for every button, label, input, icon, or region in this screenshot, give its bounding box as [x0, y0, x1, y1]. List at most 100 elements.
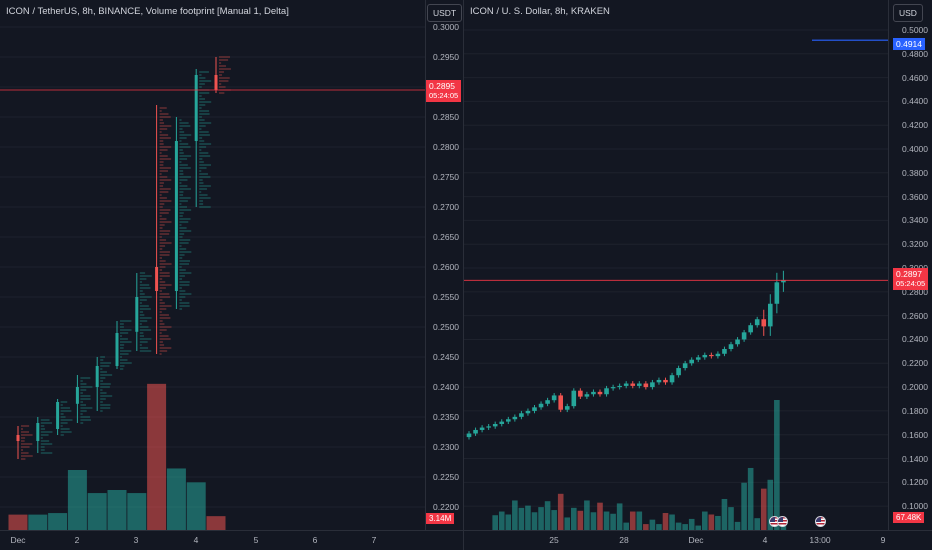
us-flag-icon[interactable]: [777, 516, 788, 527]
y-tick-label: 0.2300: [433, 442, 459, 452]
right-plot-area[interactable]: [464, 0, 888, 530]
x-tick-label: Dec: [688, 535, 704, 545]
candle-body: [604, 388, 609, 395]
volume-bar: [590, 512, 597, 530]
left-candlestick-chart: [0, 26, 425, 530]
candle-body: [709, 354, 714, 357]
left-time-axis[interactable]: Dec 2 3 4 5 6 7: [0, 530, 463, 550]
candle-body: [768, 303, 773, 327]
y-tick-label: 0.2250: [433, 472, 459, 482]
y-tick-label: 0.3000: [433, 22, 459, 32]
y-tick-label: 0.4400: [902, 96, 928, 107]
right-last-price-tag: 0.2897 05:24:05: [893, 268, 929, 290]
candle-body: [695, 357, 701, 360]
volume-bar: [538, 507, 544, 530]
left-currency-button[interactable]: USDT: [427, 4, 463, 22]
x-tick-label: 2: [74, 535, 80, 545]
x-tick-label: 5: [253, 535, 259, 545]
volume-bar: [636, 511, 643, 530]
candle-body: [564, 406, 570, 410]
candle-body: [492, 424, 498, 427]
right-price-axis[interactable]: 0.5000 0.4800 0.4600 0.4400 0.4200 0.4000 0.38…: [888, 0, 932, 530]
candle-body: [155, 267, 159, 291]
candle-body: [715, 353, 721, 357]
candle-body: [56, 402, 60, 429]
x-tick-label: 6: [312, 535, 318, 545]
left-chart-pane[interactable]: ICON / TetherUS, 8h, BINANCE, Volume foo…: [0, 0, 463, 550]
candle-body: [663, 379, 668, 383]
volume-bar: [166, 468, 186, 530]
volume-bar: [597, 502, 603, 530]
y-tick-label: 0.2550: [433, 292, 459, 302]
volume-bar: [107, 490, 127, 530]
volume-bar: [669, 514, 675, 530]
volume-bar: [492, 515, 498, 530]
volume-bar: [505, 514, 512, 530]
x-tick-label: 4: [193, 535, 199, 545]
y-tick-label: 0.5000: [902, 24, 928, 35]
y-tick-label: 0.2000: [902, 382, 928, 393]
candle-body: [545, 400, 550, 404]
candle-body: [174, 141, 178, 291]
volume-bar: [48, 513, 68, 530]
candle-body: [519, 413, 524, 417]
y-tick-label: 0.4200: [902, 120, 928, 131]
right-chart-title: ICON / U. S. Dollar, 8h, KRAKEN: [470, 6, 610, 17]
volume-bar: [656, 524, 662, 530]
y-tick-label: 0.2600: [433, 262, 459, 272]
volume-bar: [512, 500, 518, 530]
y-tick-label: 0.3400: [902, 215, 928, 226]
volume-bar: [760, 488, 767, 530]
candle-body: [689, 359, 694, 364]
volume-bar: [8, 514, 28, 530]
volume-bar: [571, 507, 577, 530]
y-tick-label: 0.2650: [433, 232, 459, 242]
candle-body: [781, 280, 786, 283]
candle-body: [551, 395, 557, 401]
candle-body: [630, 383, 636, 386]
volume-bar: [774, 400, 780, 530]
left-countdown: 05:24:05: [429, 91, 459, 100]
volume-bar: [708, 514, 715, 530]
y-tick-label: 0.2400: [902, 334, 928, 345]
x-tick-label: 28: [619, 535, 629, 545]
y-tick-label: 0.2800: [433, 142, 459, 152]
y-tick-label: 0.1800: [902, 405, 928, 416]
y-tick-label: 0.1000: [902, 501, 928, 512]
us-flag-icon[interactable]: [815, 516, 826, 527]
y-tick-label: 0.2600: [902, 310, 928, 321]
pane-divider[interactable]: [463, 0, 464, 550]
right-time-axis[interactable]: 25 28 Dec 4 13:00 9: [464, 530, 932, 550]
candle-body: [466, 433, 472, 438]
volume-bar: [754, 518, 760, 530]
right-countdown: 05:24:05: [896, 279, 926, 288]
volume-bar: [551, 510, 557, 530]
candle-body: [748, 325, 753, 333]
volume-bar: [780, 524, 787, 530]
candle-body: [538, 403, 544, 408]
y-tick-label: 0.1600: [902, 429, 928, 440]
volume-bar: [734, 521, 741, 530]
left-chart-title: ICON / TetherUS, 8h, BINANCE, Volume foo…: [6, 6, 289, 17]
volume-bar: [564, 517, 571, 530]
right-chart-pane[interactable]: ICON / U. S. Dollar, 8h, KRAKEN 0.5000 0.…: [464, 0, 932, 550]
candle-body: [774, 282, 780, 304]
right-level-tag: 0.4914: [893, 38, 925, 50]
x-tick-label: 3: [133, 535, 139, 545]
y-tick-label: 0.1200: [902, 477, 928, 488]
candle-body: [194, 75, 198, 141]
left-plot-area[interactable]: [0, 0, 425, 530]
y-tick-label: 0.2800: [902, 286, 928, 297]
right-currency-button[interactable]: USD: [893, 4, 923, 22]
candle-body: [623, 383, 629, 386]
y-tick-label: 0.3800: [902, 167, 928, 178]
volume-bar: [67, 470, 87, 530]
candle-body: [741, 332, 747, 340]
volume-bar: [531, 512, 538, 530]
volume-bar: [702, 511, 708, 530]
left-last-price-tag: 0.2895 05:24:05: [426, 80, 462, 102]
volume-bar: [623, 522, 629, 530]
right-volume-tag: 67.48K: [893, 512, 925, 523]
y-tick-label: 0.4800: [902, 48, 928, 59]
volume-bar: [147, 383, 167, 530]
